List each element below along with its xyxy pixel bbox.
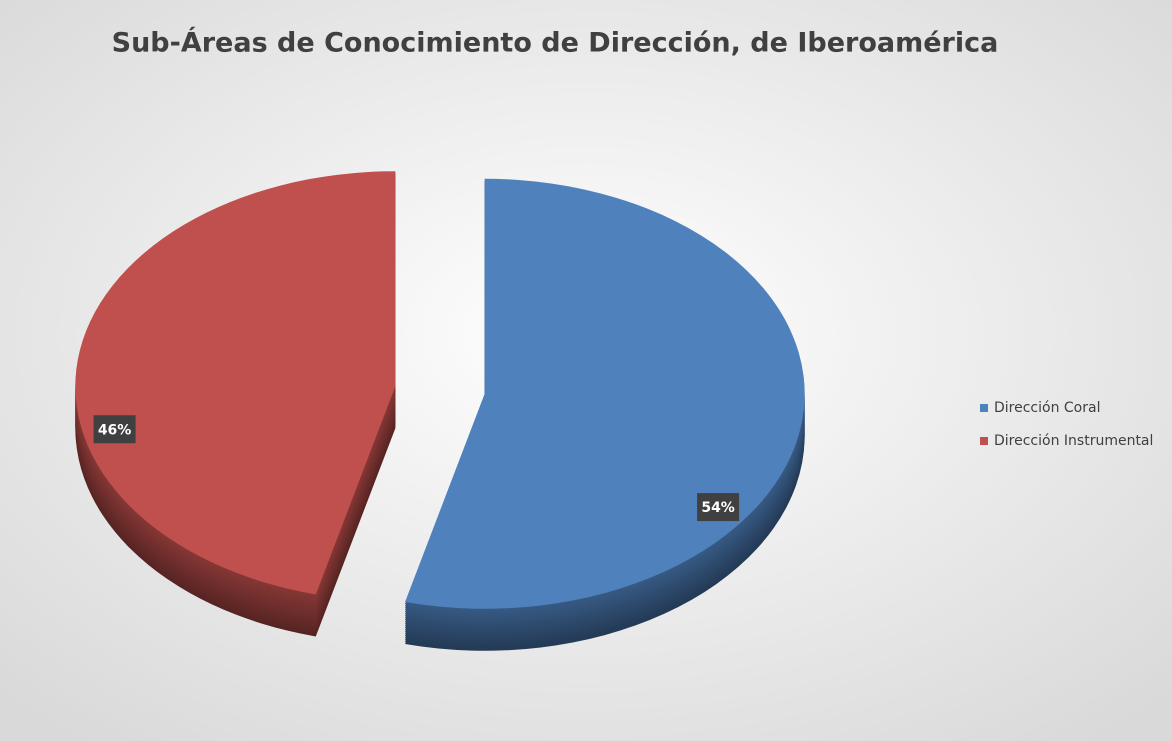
legend-swatch <box>980 437 988 445</box>
legend-swatch <box>980 404 988 412</box>
data-label-box <box>697 493 740 522</box>
legend-label: Dirección Instrumental <box>994 433 1153 449</box>
legend-label: Dirección Coral <box>994 400 1100 416</box>
data-label: 54% <box>701 500 735 516</box>
data-label-box <box>93 415 136 444</box>
data-label: 46% <box>98 422 132 438</box>
chart-title: Sub-Áreas de Conocimiento de Dirección, … <box>112 27 999 59</box>
slice <box>75 171 396 595</box>
